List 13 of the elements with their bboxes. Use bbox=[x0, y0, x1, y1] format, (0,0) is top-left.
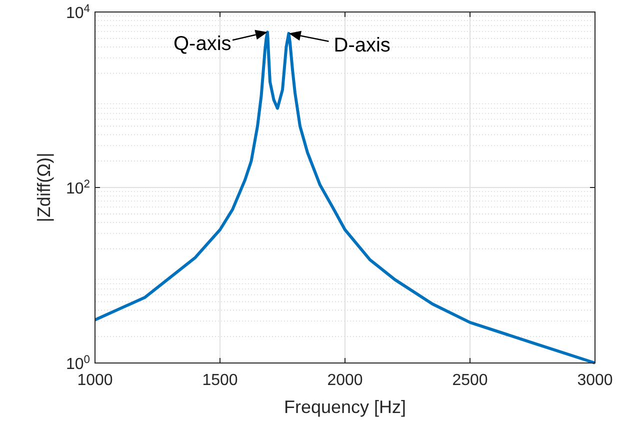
x-axis-title: Frequency [Hz] bbox=[284, 397, 406, 417]
x-tick-label: 1500 bbox=[202, 372, 238, 389]
annotation: D-axis bbox=[334, 34, 390, 56]
x-tick-label: 3000 bbox=[577, 372, 613, 389]
x-tick-label: 2000 bbox=[327, 372, 363, 389]
y-tick-label: 10$^{0}$ bbox=[66, 354, 90, 373]
y-axis-title: |Zdiff(Ω)| bbox=[34, 152, 54, 222]
x-tick-label: 1000 bbox=[77, 372, 113, 389]
y-tick-label: 10$^{2}$ bbox=[66, 178, 90, 198]
annotation: Q-axis bbox=[174, 33, 232, 56]
y-tick-label: 10$^{4}$ bbox=[66, 3, 90, 22]
x-tick-label: 2500 bbox=[452, 372, 488, 389]
line-series bbox=[94, 30, 596, 364]
